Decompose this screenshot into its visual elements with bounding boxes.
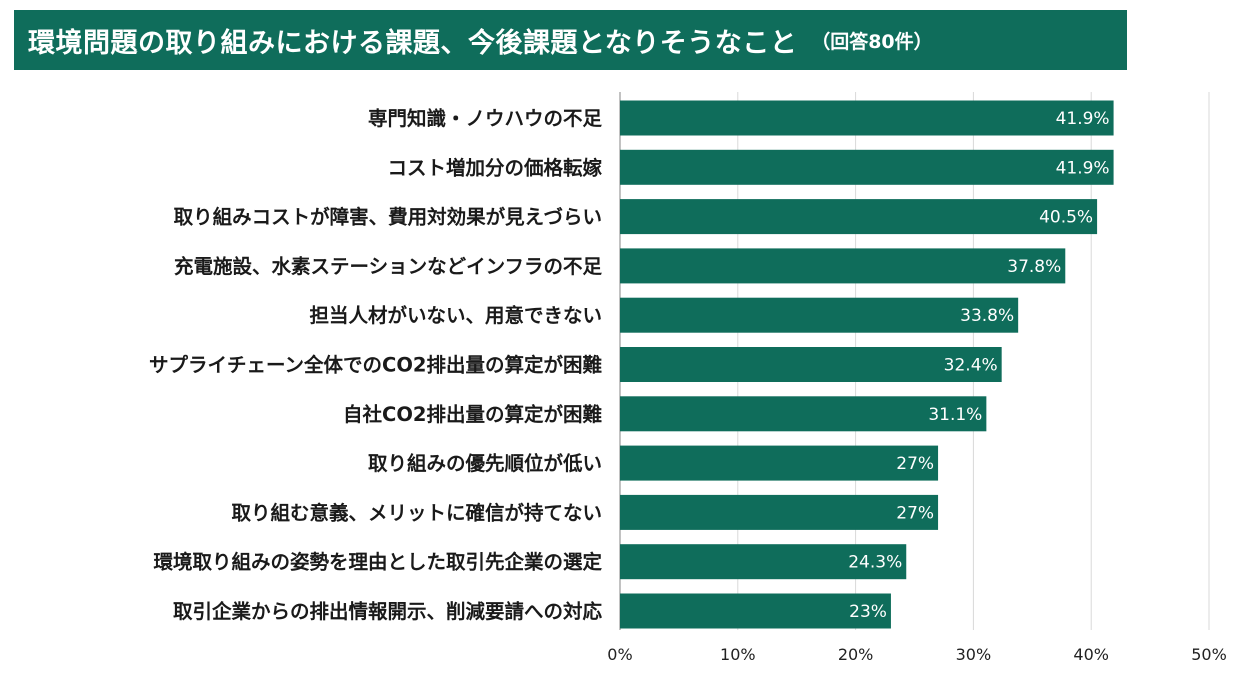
category-label: 取引企業からの排出情報開示、削減要請への対応 bbox=[173, 600, 603, 623]
category-label: 担当人材がいない、用意できない bbox=[309, 304, 602, 327]
x-tick-label: 10% bbox=[720, 645, 756, 664]
x-tick-label: 40% bbox=[1073, 645, 1109, 664]
data-label: 31.1% bbox=[928, 405, 982, 425]
data-label: 27% bbox=[896, 454, 934, 474]
bar bbox=[620, 149, 1114, 185]
data-label: 24.3% bbox=[848, 553, 902, 573]
bar bbox=[620, 396, 987, 432]
category-label: サプライチェーン全体でのCO2排出量の算定が困難 bbox=[149, 354, 602, 377]
bar bbox=[620, 445, 939, 481]
category-label: 取り組む意義、メリットに確信が持てない bbox=[231, 501, 602, 524]
x-tick-label: 50% bbox=[1191, 645, 1227, 664]
data-label: 40.5% bbox=[1039, 208, 1093, 228]
data-label: 33.8% bbox=[960, 306, 1014, 326]
bar bbox=[620, 297, 1019, 333]
chart-title-banner: 環境問題の取り組みにおける課題、今後課題となりそうなこと （回答80件） bbox=[14, 10, 1127, 70]
chart-subtitle: （回答80件） bbox=[811, 30, 933, 53]
data-label: 41.9% bbox=[1056, 158, 1110, 178]
data-label: 23% bbox=[849, 602, 887, 622]
x-tick-label: 0% bbox=[607, 645, 632, 664]
category-label: 取り組みの優先順位が低い bbox=[368, 452, 602, 475]
category-label: 充電施設、水素ステーションなどインフラの不足 bbox=[174, 255, 603, 278]
category-label: 環境取り組みの姿勢を理由とした取引先企業の選定 bbox=[153, 551, 602, 574]
data-label: 32.4% bbox=[944, 356, 998, 376]
category-label: 取り組みコストが障害、費用対効果が見えづらい bbox=[174, 206, 602, 229]
category-label: コスト増加分の価格転嫁 bbox=[387, 156, 602, 179]
data-label: 41.9% bbox=[1056, 109, 1110, 129]
bar bbox=[620, 544, 907, 580]
chart-title: 環境問題の取り組みにおける課題、今後課題となりそうなこと bbox=[28, 27, 798, 59]
category-label: 専門知識・ノウハウの不足 bbox=[368, 107, 603, 130]
category-label: 自社CO2排出量の算定が困難 bbox=[343, 403, 602, 426]
x-tick-label: 30% bbox=[956, 645, 992, 664]
bar bbox=[620, 199, 1098, 235]
data-label: 37.8% bbox=[1007, 257, 1061, 277]
bar bbox=[620, 593, 891, 629]
bar bbox=[620, 347, 1002, 382]
data-label: 27% bbox=[896, 503, 934, 523]
bar bbox=[620, 248, 1066, 284]
bar bbox=[620, 100, 1114, 136]
bar bbox=[620, 494, 939, 530]
x-tick-label: 20% bbox=[838, 645, 874, 664]
